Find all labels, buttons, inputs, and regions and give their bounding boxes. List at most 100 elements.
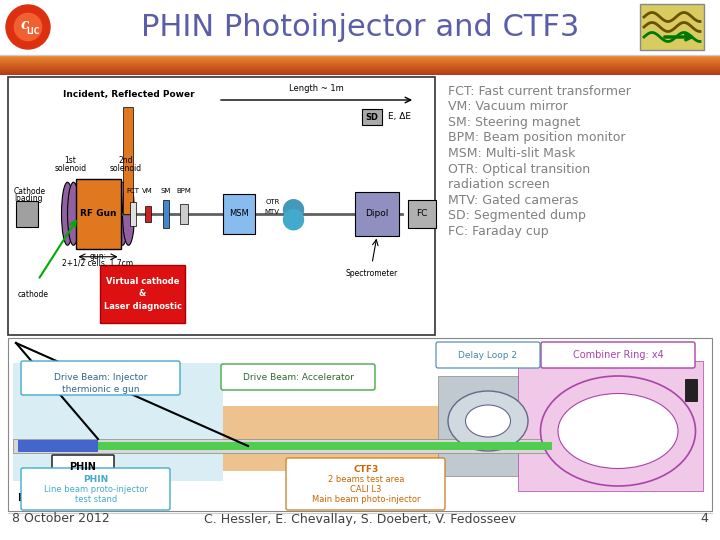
Bar [163,200,168,228]
Text: FCT: Fast current transformer: FCT: Fast current transformer [448,85,631,98]
Text: cathode: cathode [17,290,48,299]
Text: MSM: Multi-slit Mask: MSM: Multi-slit Mask [448,147,575,160]
Bar [18,440,98,452]
Bar [222,194,254,234]
Text: PHIN: PHIN [70,462,96,472]
Bar [123,107,133,214]
Text: 8 October 2012: 8 October 2012 [12,512,109,525]
Text: CTF3: CTF3 [354,464,379,474]
FancyBboxPatch shape [436,342,540,368]
Bar [0,59,720,60]
Bar [0,0,720,55]
Bar [0,58,720,59]
Circle shape [6,5,50,49]
Text: FC: FC [416,209,428,218]
Bar [0,57,720,58]
Circle shape [284,210,304,230]
Bar [0,67,720,68]
Bar [223,406,473,471]
Text: Cathode: Cathode [14,187,46,195]
Text: PHIN: PHIN [84,475,109,483]
Text: CALI L3: CALI L3 [351,484,382,494]
Text: Combiner Ring: x4: Combiner Ring: x4 [572,350,663,360]
Text: loading: loading [14,194,42,202]
Text: test stand: test stand [75,495,117,503]
Text: 2nd: 2nd [118,156,132,165]
Ellipse shape [61,182,73,245]
Bar [130,202,135,226]
FancyBboxPatch shape [286,458,445,510]
Bar [100,265,185,323]
Bar [438,376,538,476]
Text: BPM: Beam position monitor: BPM: Beam position monitor [448,132,626,145]
Ellipse shape [117,182,128,245]
Text: E, ΔE: E, ΔE [388,112,411,122]
Text: RF Gun: RF Gun [80,209,116,218]
Text: SM: SM [161,188,171,194]
Bar [640,4,704,50]
Text: Dipol: Dipol [365,209,389,218]
Bar [0,61,720,62]
FancyBboxPatch shape [52,455,114,479]
Text: 2+1/2 cells, 1.7cm: 2+1/2 cells, 1.7cm [63,259,134,268]
Text: 10 m: 10 m [20,502,43,511]
Bar [0,55,720,56]
Bar [0,68,720,69]
Text: thermionic e gun: thermionic e gun [62,386,140,395]
Bar [179,204,187,224]
Bar [13,363,223,481]
Text: Line beam proto-injector: Line beam proto-injector [44,484,148,494]
Text: Drive Beam: Accelerator: Drive Beam: Accelerator [243,373,354,381]
Text: OTR: Optical transition: OTR: Optical transition [448,163,590,176]
Text: &: & [139,289,146,299]
Text: LIC: LIC [27,26,40,36]
Text: solenoid: solenoid [109,164,142,173]
Bar [0,74,720,75]
Bar [0,69,720,70]
Bar [0,70,720,71]
Ellipse shape [448,391,528,451]
Text: Laser diagnostic: Laser diagnostic [104,302,181,311]
Text: Delay Loop 2: Delay Loop 2 [459,350,518,360]
Bar [362,109,382,125]
Bar [28,442,552,450]
Text: Virtual cathode: Virtual cathode [106,276,179,286]
Bar [0,66,720,67]
Ellipse shape [466,405,510,437]
Bar [408,200,436,228]
Text: 4: 4 [700,512,708,525]
FancyBboxPatch shape [21,361,180,395]
Circle shape [284,200,304,220]
Text: 2 beams test area: 2 beams test area [328,475,404,483]
Text: 1st: 1st [65,156,76,165]
Text: gun:: gun: [89,252,107,261]
FancyBboxPatch shape [21,468,170,510]
Bar [13,439,557,453]
Text: VM: VM [142,188,153,194]
Text: MTV: MTV [264,209,279,215]
Bar [145,206,150,222]
Text: VM: Vacuum mirror: VM: Vacuum mirror [448,100,568,113]
Text: Incident, Reflected Power: Incident, Reflected Power [63,90,194,99]
Circle shape [14,14,42,40]
Bar [685,379,697,401]
Text: BPM: BPM [176,188,191,194]
Bar [0,62,720,63]
Ellipse shape [122,182,135,245]
Bar [0,71,720,72]
Bar [8,77,435,335]
Text: OTR: OTR [265,199,279,205]
Bar [0,73,720,74]
Text: solenoid: solenoid [55,164,86,173]
Text: c: c [21,18,30,32]
Ellipse shape [541,376,696,486]
Bar [0,55,720,75]
Bar [0,60,720,61]
Bar [0,63,720,64]
Bar [0,65,720,66]
Text: C. Hessler, E. Chevallay, S. Doebert, V. Fedosseev: C. Hessler, E. Chevallay, S. Doebert, V.… [204,512,516,525]
Bar [0,64,720,65]
Text: Spectrometer: Spectrometer [346,269,398,278]
Bar [0,72,720,73]
Text: SD: Segmented dump: SD: Segmented dump [448,209,586,222]
